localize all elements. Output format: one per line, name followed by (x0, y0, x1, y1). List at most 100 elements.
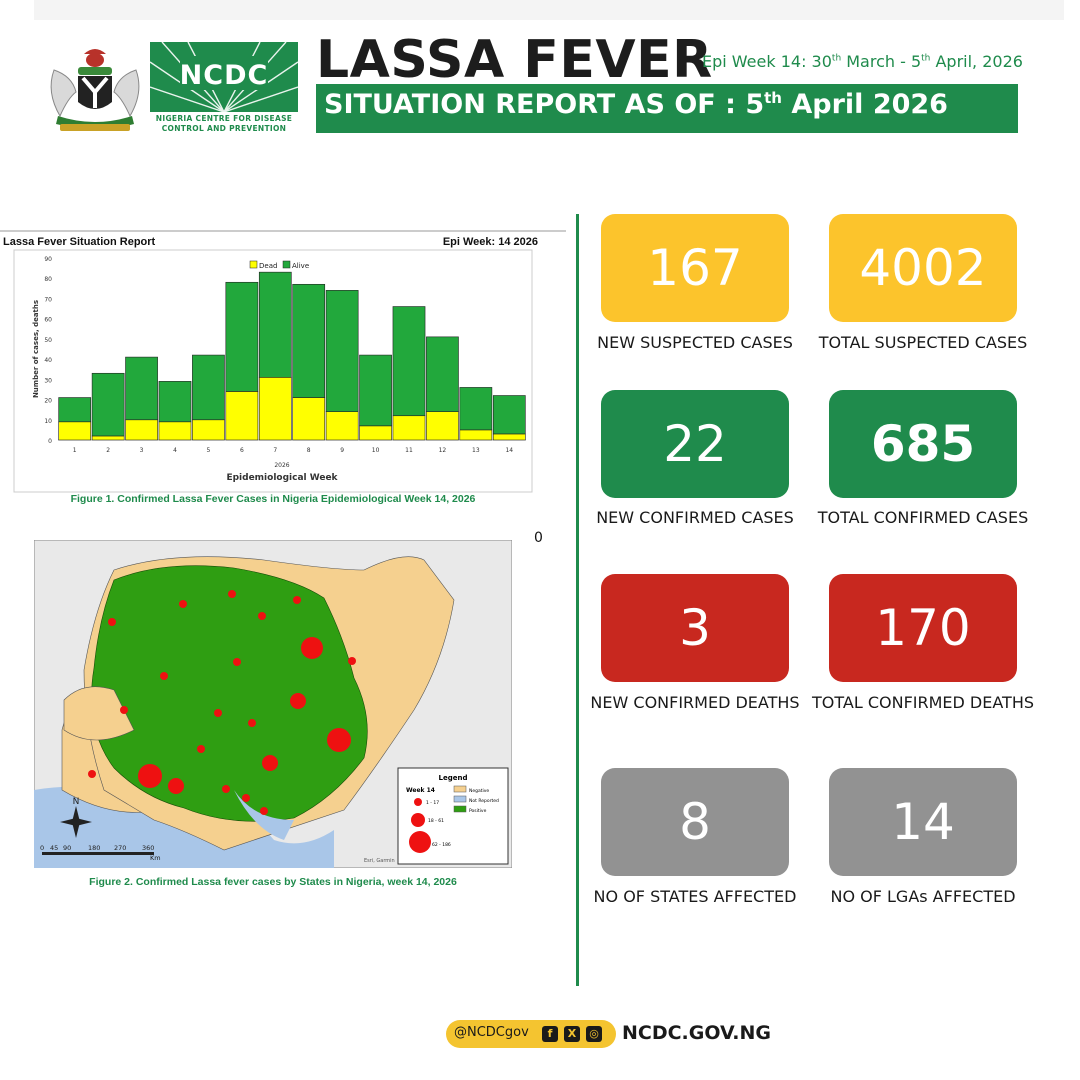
bar-alive-week-7 (258, 271, 292, 378)
x-tick-label: 3 (140, 447, 144, 454)
y-tick-label: 40 (44, 357, 52, 364)
bar-dead-week-1 (58, 421, 92, 441)
y-tick-label: 80 (44, 276, 52, 283)
chart-caption: Figure 1. Confirmed Lassa Fever Cases in… (71, 493, 476, 505)
bar-dead-week-13 (459, 429, 493, 441)
stray-value: 0 (534, 530, 543, 546)
facebook-icon[interactable]: f (542, 1026, 558, 1042)
x-tick-label: 4 (173, 447, 177, 454)
bar-alive-week-12 (426, 336, 459, 412)
bar-alive-week-14 (492, 395, 526, 435)
case-dot (222, 785, 230, 793)
case-dot (179, 600, 187, 608)
social-handle: @NCDCgov (454, 1025, 529, 1040)
website-link[interactable]: NCDC.GOV.NG (622, 1022, 771, 1044)
stat-label: NO OF STATES AFFECTED (593, 887, 797, 906)
social-handle-pill[interactable]: @NCDCgov f X ◎ (446, 1020, 616, 1048)
stat-card-new-confirmed-deaths: 3 (601, 574, 789, 682)
x-tick-label: 7 (273, 447, 277, 454)
case-dot (160, 672, 168, 680)
negative-region-west (63, 686, 135, 741)
y-tick-label: 30 (44, 377, 52, 384)
stat-label: TOTAL CONFIRMED DEATHS (811, 693, 1035, 712)
case-dot (88, 770, 96, 778)
y-tick-label: 60 (44, 317, 52, 324)
map-credit: Esri, Garmin (364, 858, 395, 864)
ncdc-logo-subtitle-1: NIGERIA CENTRE FOR DISEASE (155, 114, 293, 123)
x-tick-label: 12 (439, 447, 447, 454)
case-dot (120, 706, 128, 714)
map-legend: Legend Week 14 Negative Not Reported Pos… (397, 767, 509, 865)
top-strip (34, 0, 1064, 20)
map-caption: Figure 2. Confirmed Lassa fever cases by… (89, 876, 457, 888)
legend-swatch-alive (282, 260, 291, 269)
stat-card-total-suspected-cases: 4002 (829, 214, 1017, 322)
x-axis-label: Epidemiological Week (226, 473, 338, 483)
y-tick-label: 50 (44, 337, 52, 344)
legend-title: Legend (439, 774, 468, 782)
epi-curve-svg: Lassa Fever Situation Report Epi Week: 14… (0, 230, 566, 505)
y-tick-label: 90 (44, 256, 52, 263)
stat-card-new-suspected-cases: 167 (601, 214, 789, 322)
x-tick-label: 5 (207, 447, 211, 454)
legend-label-not-reported: Not Reported (469, 798, 499, 804)
chart-title-right: Epi Week: 14 2026 (443, 236, 538, 248)
case-dot (242, 794, 250, 802)
stat-value: 8 (679, 793, 711, 851)
bar-alive-week-2 (91, 372, 125, 437)
coat-of-arms-icon (50, 49, 140, 131)
case-dot (108, 618, 116, 626)
scale-labels: 0 45 90 180 270 360 Km (40, 844, 161, 862)
x-tick-label: 13 (472, 447, 480, 454)
legend-size-small: 1 - 17 (426, 800, 439, 806)
legend-dot-large (409, 831, 431, 853)
bar-alive-week-4 (158, 381, 192, 423)
bar-alive-week-9 (325, 290, 359, 412)
legend-label-dead: Dead (259, 262, 277, 270)
north-label: N (73, 797, 80, 807)
bar-alive-week-1 (58, 397, 92, 423)
scale-unit: Km (150, 854, 161, 862)
legend-size-large: 62 - 186 (432, 842, 451, 848)
stat-label: NEW SUSPECTED CASES (597, 333, 793, 352)
bar-dead-week-12 (426, 411, 459, 441)
stat-label: NEW CONFIRMED DEATHS (590, 693, 800, 712)
scale-label: 90 (63, 844, 71, 852)
bar-dead-week-14 (492, 433, 526, 441)
y-axis-label: Number of cases, deaths (32, 300, 40, 398)
legend-week: Week 14 (406, 787, 435, 794)
stat-label: NO OF LGAs AFFECTED (830, 887, 1016, 906)
ncdc-logo: NCDC NIGERIA CENTRE FOR DISEASE CONTROL … (150, 42, 298, 134)
legend-dot-medium (411, 813, 425, 827)
stat-card-total-confirmed-deaths: 170 (829, 574, 1017, 682)
instagram-icon[interactable]: ◎ (586, 1026, 602, 1042)
case-dot (301, 637, 323, 659)
case-dot (233, 658, 241, 666)
legend-swatch-not-reported (453, 795, 467, 803)
case-dot (248, 719, 256, 727)
legend-swatch-positive (453, 805, 467, 813)
x-tick-label: 9 (340, 447, 344, 454)
bar-dead-week-11 (392, 415, 426, 441)
stat-card-no-of-states-affected: 8 (601, 768, 789, 876)
case-dot (260, 807, 268, 815)
x-tick-label: 2 (106, 447, 110, 454)
stat-value: 685 (870, 415, 976, 473)
y-tick-label: 20 (44, 398, 52, 405)
bar-dead-week-3 (125, 419, 158, 441)
case-dot (228, 590, 236, 598)
case-dot (293, 596, 301, 604)
x-tick-label: 14 (505, 447, 513, 454)
bar-alive-week-13 (459, 387, 493, 431)
bar-dead-week-5 (192, 419, 225, 441)
x-tick-label: 10 (372, 447, 380, 454)
legend-size-medium: 18 - 61 (428, 818, 444, 824)
x-icon[interactable]: X (564, 1026, 580, 1042)
ncdc-logo-box: NCDC (150, 42, 298, 112)
x-year-label: 2026 (274, 462, 289, 469)
stat-card-new-confirmed-cases: 22 (601, 390, 789, 498)
case-dot (168, 778, 184, 794)
bar-alive-week-8 (292, 283, 326, 398)
stat-value: 170 (875, 599, 971, 657)
stat-value: 14 (891, 793, 955, 851)
